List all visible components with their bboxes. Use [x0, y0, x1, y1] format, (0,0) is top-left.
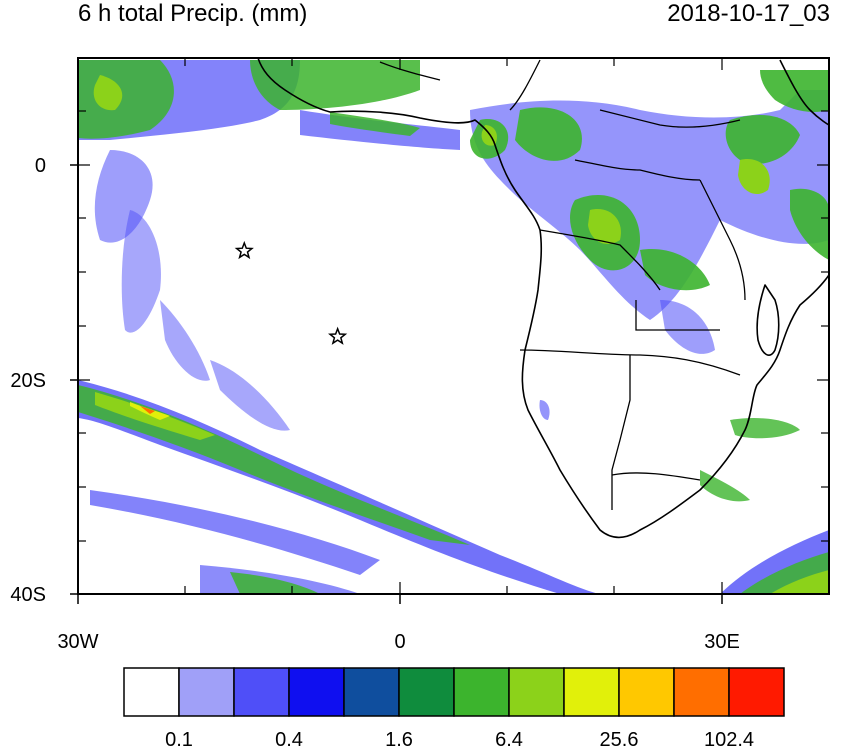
colorbar-swatch	[343, 667, 400, 717]
y-tick-label-0: 0	[35, 155, 46, 177]
precip-band-southeast	[720, 530, 829, 594]
country-borders	[379, 59, 746, 510]
precip-band-southwest	[90, 490, 380, 594]
inner-tick-marks	[78, 58, 829, 594]
colorbar-swatch	[233, 667, 290, 717]
x-tick-label-30w: 30W	[57, 631, 98, 653]
colorbar-label: 1.6	[385, 729, 413, 750]
colorbar-label: 0.4	[275, 729, 303, 750]
map-timestamp: 2018-10-17_03	[667, 0, 830, 27]
colorbar-swatch	[728, 667, 785, 717]
precip-central-africa	[470, 70, 829, 320]
x-tick-label-30e: 30E	[704, 631, 740, 653]
colorbar: 0.1 0.4 1.6 6.4 25.6 102.4	[123, 667, 785, 750]
colorbar-label: 0.1	[165, 729, 193, 750]
colorbar-swatch	[508, 667, 565, 717]
colorbar-swatch	[453, 667, 510, 717]
colorbar-swatch	[178, 667, 235, 717]
colorbar-swatch	[288, 667, 345, 717]
map-plot-area	[78, 58, 829, 594]
map-title: 6 h total Precip. (mm)	[78, 0, 308, 27]
colorbar-swatch	[563, 667, 620, 717]
station-star-1-icon	[234, 240, 254, 260]
colorbar-label: 102.4	[704, 729, 754, 750]
precip-band-south-front	[78, 380, 600, 594]
precip-itcz	[78, 60, 460, 150]
station-star-2-icon	[328, 326, 348, 345]
colorbar-label: 6.4	[495, 729, 523, 750]
colorbar-label: 25.6	[600, 729, 639, 750]
precip-scattered-showers	[94, 150, 800, 502]
coastline	[257, 58, 829, 539]
station-markers	[234, 240, 348, 345]
x-tick-label-0: 0	[394, 631, 405, 653]
colorbar-swatch	[673, 667, 730, 717]
colorbar-swatch	[618, 667, 675, 717]
y-tick-label-40s: 40S	[10, 584, 46, 606]
colorbar-swatch	[398, 667, 455, 717]
outer-tick-marks	[70, 164, 723, 604]
y-tick-label-20s: 20S	[10, 370, 46, 392]
colorbar-swatch	[123, 667, 180, 717]
map-frame	[77, 57, 830, 595]
